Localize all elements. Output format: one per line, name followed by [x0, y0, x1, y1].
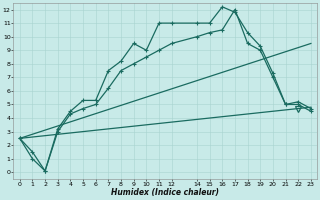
X-axis label: Humidex (Indice chaleur): Humidex (Indice chaleur)	[111, 188, 219, 197]
